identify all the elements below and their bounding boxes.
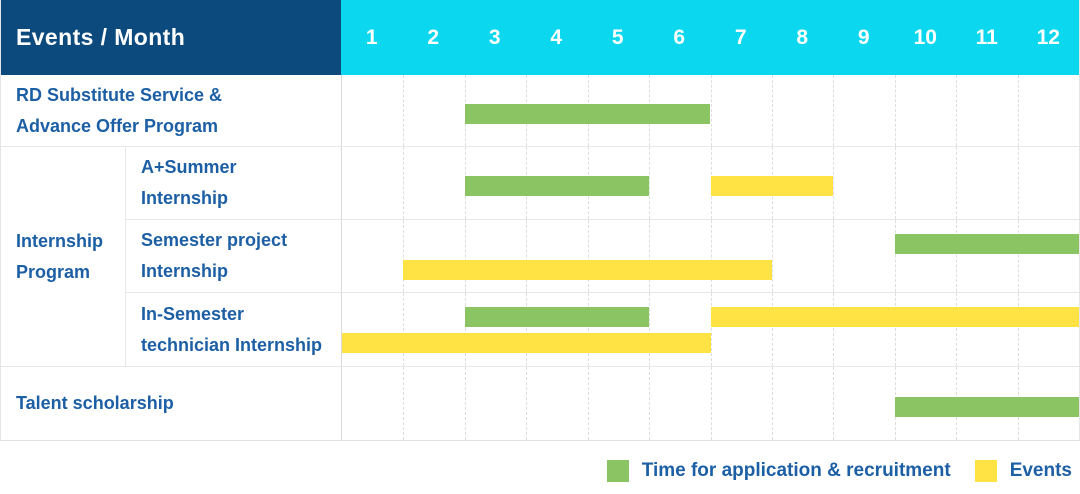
application-legend-label: Time for application & recruitment	[641, 460, 951, 481]
table-row: RD Substitute Service & Advance Offer Pr…	[1, 75, 1079, 147]
table-header-row: Events / Month 1 2 3 4 5 6 7 8 9 10 11 1…	[1, 0, 1079, 75]
legend: Time for application & recruitment Event…	[0, 460, 1072, 482]
month-gridline	[833, 293, 835, 366]
month-gridline	[403, 220, 405, 292]
month-label-1: 1	[365, 25, 378, 49]
events-legend-label: Events	[1009, 460, 1072, 481]
month-gridline	[526, 220, 528, 292]
application-recruitment-bar	[894, 396, 1079, 417]
month-gridline	[956, 293, 958, 366]
gantt-track-semester-project-internship	[341, 220, 1079, 292]
gantt-track-in-semester-technician-internship	[341, 293, 1079, 366]
application-recruitment-bar	[464, 103, 711, 124]
month-header: 1 2 3 4 5 6 7 8 9 10 11 12	[341, 0, 1079, 75]
month-gridline	[526, 293, 528, 366]
month-gridline	[464, 220, 466, 292]
table-row: A+Summer Internship	[125, 147, 1079, 220]
month-label-11: 11	[975, 25, 998, 49]
month-gridline	[587, 220, 589, 292]
month-gridline	[710, 293, 712, 366]
events-bar	[342, 333, 711, 353]
month-gridline	[464, 367, 466, 440]
month-gridline	[894, 220, 896, 292]
month-gridline	[403, 75, 405, 146]
month-label-3: 3	[488, 25, 501, 49]
month-gridline	[833, 367, 835, 440]
events-bar	[710, 176, 834, 196]
application-recruitment-bar	[464, 307, 650, 327]
group-label-internship-program: Internship Program	[16, 230, 104, 282]
month-gridline	[710, 220, 712, 292]
gantt-track-talent-scholarship	[341, 367, 1079, 440]
month-gridline	[403, 367, 405, 440]
month-label-5: 5	[611, 25, 624, 49]
header-title-cell: Events / Month	[1, 0, 341, 75]
events-bar	[710, 307, 1079, 327]
row-label-rd-substitute-service: RD Substitute Service & Advance Offer Pr…	[16, 84, 223, 136]
header-title: Events / Month	[16, 24, 186, 50]
month-label-2: 2	[427, 25, 440, 49]
month-label-8: 8	[796, 25, 809, 49]
month-gridline	[1017, 147, 1019, 219]
month-gridline	[649, 220, 651, 292]
month-gridline	[587, 293, 589, 366]
events-bar	[403, 260, 772, 280]
month-gridline	[894, 75, 896, 146]
events-month-table: Events / Month 1 2 3 4 5 6 7 8 9 10 11 1…	[0, 0, 1080, 441]
month-label-6: 6	[673, 25, 686, 49]
application-legend-swatch	[606, 460, 629, 482]
row-label-semester-project-internship: Semester project Internship	[125, 220, 341, 292]
month-gridline	[894, 293, 896, 366]
month-gridline	[649, 367, 651, 440]
month-label-9: 9	[857, 25, 870, 49]
month-gridline	[956, 147, 958, 219]
month-gridline	[771, 220, 773, 292]
month-gridline	[710, 75, 712, 146]
month-gridline	[894, 147, 896, 219]
table-row: Talent scholarship	[1, 367, 1079, 440]
month-gridline	[833, 75, 835, 146]
internship-program-group: Internship Program A+Summer Internship S…	[1, 147, 1079, 367]
events-legend-swatch	[974, 460, 997, 482]
month-gridline	[649, 293, 651, 366]
table-row: Semester project Internship	[125, 220, 1079, 293]
month-gridline	[833, 147, 835, 219]
month-label-12: 12	[1036, 25, 1060, 49]
gantt-track-a-plus-summer-internship	[341, 147, 1079, 219]
gantt-track-rd-substitute-service	[341, 75, 1079, 146]
application-recruitment-bar	[894, 234, 1079, 254]
month-gridline	[1017, 293, 1019, 366]
month-label-10: 10	[913, 25, 937, 49]
month-gridline	[403, 293, 405, 366]
month-label-4: 4	[550, 25, 563, 49]
table-row: In-Semester technician Internship	[125, 293, 1079, 366]
month-gridline	[587, 367, 589, 440]
month-gridline	[833, 220, 835, 292]
month-gridline	[771, 293, 773, 366]
month-gridline	[1017, 75, 1019, 146]
month-label-7: 7	[734, 25, 747, 49]
row-label-a-plus-summer-internship: A+Summer Internship	[125, 147, 341, 219]
month-gridline	[1017, 220, 1019, 292]
month-gridline	[956, 75, 958, 146]
month-gridline	[403, 147, 405, 219]
month-gridline	[956, 220, 958, 292]
month-gridline	[526, 367, 528, 440]
month-gridline	[464, 293, 466, 366]
month-gridline	[771, 367, 773, 440]
month-gridline	[710, 367, 712, 440]
row-label-talent-scholarship: Talent scholarship	[16, 393, 174, 413]
internship-program-subrows: A+Summer Internship Semester project Int…	[125, 147, 1079, 366]
month-gridline	[649, 147, 651, 219]
row-label-in-semester-technician-internship: In-Semester technician Internship	[125, 293, 341, 366]
month-gridline	[771, 75, 773, 146]
application-recruitment-bar	[464, 176, 650, 196]
